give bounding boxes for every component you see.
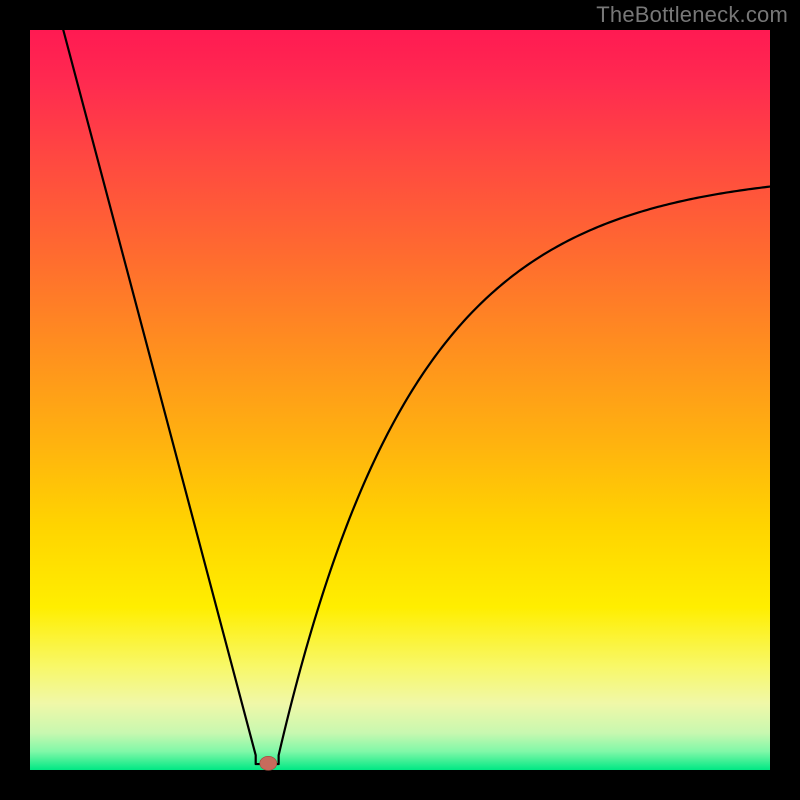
min-marker [260,756,277,770]
chart-stage: TheBottleneck.com [0,0,800,800]
plot-area [30,30,770,770]
bottleneck-chart [0,0,800,800]
watermark-label: TheBottleneck.com [596,2,788,28]
